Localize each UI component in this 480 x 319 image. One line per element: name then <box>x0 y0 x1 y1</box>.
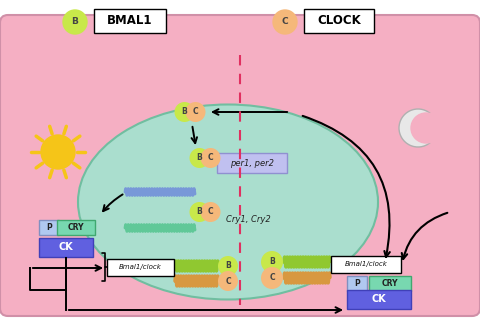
FancyBboxPatch shape <box>107 259 174 276</box>
Text: C: C <box>269 273 275 283</box>
Ellipse shape <box>78 105 378 300</box>
Text: B: B <box>269 257 275 266</box>
Text: C: C <box>192 108 198 116</box>
Circle shape <box>261 251 283 273</box>
Text: B: B <box>225 262 231 271</box>
Circle shape <box>273 10 297 34</box>
FancyBboxPatch shape <box>369 276 411 291</box>
Circle shape <box>190 202 209 222</box>
Circle shape <box>261 267 283 289</box>
Circle shape <box>411 113 441 143</box>
FancyBboxPatch shape <box>347 290 411 309</box>
FancyBboxPatch shape <box>331 256 401 273</box>
Text: C: C <box>208 207 213 217</box>
Text: B: B <box>197 207 203 217</box>
FancyBboxPatch shape <box>0 15 480 316</box>
Circle shape <box>41 135 75 169</box>
Text: Cry1, Cry2: Cry1, Cry2 <box>226 216 270 225</box>
Text: C: C <box>225 277 231 286</box>
Text: P: P <box>46 222 52 232</box>
Text: C: C <box>282 18 288 26</box>
Circle shape <box>218 256 238 276</box>
FancyBboxPatch shape <box>347 276 367 291</box>
FancyBboxPatch shape <box>304 9 374 33</box>
Text: per1, per2: per1, per2 <box>230 159 274 167</box>
Text: BMAL1: BMAL1 <box>107 14 153 27</box>
Text: Bmal1/clock: Bmal1/clock <box>345 261 387 267</box>
Text: B: B <box>72 18 78 26</box>
Circle shape <box>175 102 194 122</box>
Text: CK: CK <box>372 294 386 304</box>
Circle shape <box>63 10 87 34</box>
Text: CRY: CRY <box>68 222 84 232</box>
Text: C: C <box>208 153 213 162</box>
Text: P: P <box>354 278 360 287</box>
Text: CLOCK: CLOCK <box>317 14 361 27</box>
FancyBboxPatch shape <box>94 9 166 33</box>
FancyBboxPatch shape <box>57 220 95 235</box>
Circle shape <box>201 202 220 222</box>
Text: CK: CK <box>59 242 73 252</box>
FancyBboxPatch shape <box>217 153 287 173</box>
Text: CRY: CRY <box>382 278 398 287</box>
Circle shape <box>190 148 209 168</box>
Text: B: B <box>197 153 203 162</box>
Text: B: B <box>181 108 187 116</box>
FancyBboxPatch shape <box>39 220 59 235</box>
FancyBboxPatch shape <box>39 238 93 257</box>
Circle shape <box>201 148 220 168</box>
Circle shape <box>218 271 238 291</box>
Circle shape <box>185 102 205 122</box>
Text: Bmal1/clock: Bmal1/clock <box>119 264 161 270</box>
Wedge shape <box>399 109 430 147</box>
